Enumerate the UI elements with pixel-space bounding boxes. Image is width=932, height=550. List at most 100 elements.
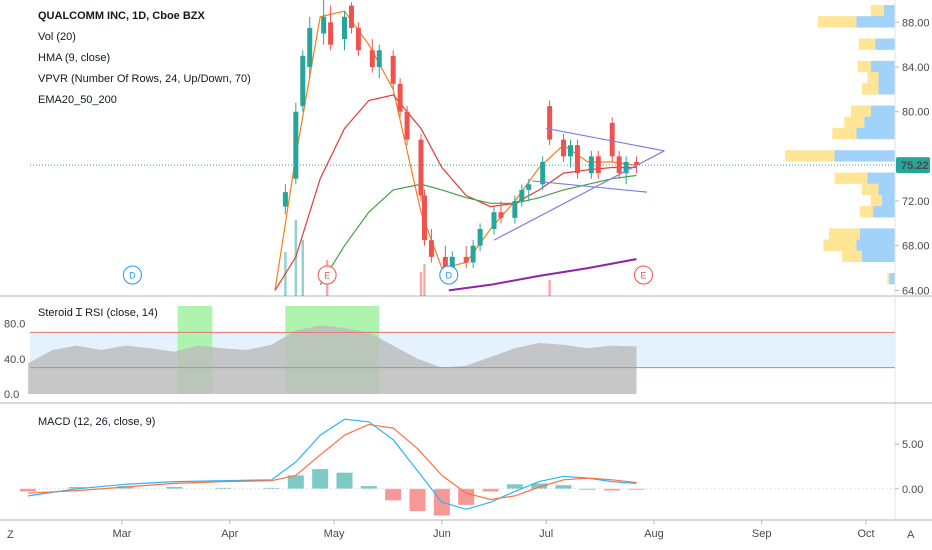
candle-body: [321, 16, 327, 34]
time-tick-label: May: [324, 528, 345, 540]
time-tick-label: Oct: [857, 528, 874, 540]
candle-body: [588, 156, 594, 174]
legend-symbol-title[interactable]: QUALCOMM INC, 1D, Cboe BZX: [38, 10, 205, 22]
vpvr-up-bar: [856, 16, 895, 28]
vpvr-up-bar: [873, 206, 895, 218]
vpvr-up-bar: [834, 150, 895, 162]
macd-tick-label: 5.00: [902, 439, 923, 451]
vpvr-up-bar: [856, 239, 895, 251]
vpvr-up-bar: [878, 72, 895, 84]
macd-signal-line: [28, 423, 637, 501]
vpvr-down-bar: [859, 206, 873, 218]
macd-histogram-bar: [287, 475, 304, 489]
vpvr-down-bar: [857, 60, 871, 73]
macd-tick-label: 0.00: [902, 484, 923, 496]
price-pane[interactable]: D E D E 88.00 84.00 80.00 72.00 68.00 64.00 75.2…: [0, 0, 932, 520]
candle-body: [418, 139, 424, 196]
event-marker-e: [317, 265, 337, 285]
candle-body: [300, 55, 306, 107]
legend-volume[interactable]: Vol (20): [38, 31, 76, 43]
candle-body: [491, 212, 497, 229]
price-tick-label: 72.00: [902, 196, 930, 208]
event-marker-d: [439, 265, 459, 285]
time-tick-label: Sep: [752, 528, 772, 540]
price-axis[interactable]: 88.00 84.00 80.00 72.00 68.00 64.00 75.22: [894, 0, 930, 520]
candle-body: [449, 256, 455, 269]
vpvr-down-bar: [844, 116, 865, 129]
vpvr-up-bar: [870, 60, 895, 73]
macd-histogram-bar: [166, 486, 183, 489]
candle-body: [390, 55, 396, 84]
trendline: [546, 127, 665, 152]
time-tick-label: Jun: [433, 528, 451, 540]
last-price-label: 75.22: [901, 160, 929, 172]
price-tick-label: 68.00: [902, 241, 930, 253]
ema200-line: [448, 258, 637, 292]
macd-histogram-bar: [482, 488, 499, 492]
macd-histogram-bar: [409, 488, 426, 512]
candle-body: [376, 50, 382, 68]
vpvr-up-bar: [856, 127, 895, 140]
macd-histogram-bar: [336, 472, 353, 489]
ema50-line: [319, 174, 637, 286]
rsi-tick-label: 80.0: [4, 319, 25, 331]
volume-bar: [548, 280, 551, 296]
candle-body: [442, 256, 448, 269]
candle-body: [428, 240, 434, 257]
time-axis-ticks: Mar Apr May Jun Jul Aug Sep Oct: [113, 520, 875, 540]
legend-macd[interactable]: MACD (12, 26, close, 9): [38, 416, 155, 428]
timezone-button[interactable]: Z: [7, 529, 14, 541]
vpvr-down-bar: [785, 150, 835, 162]
candle-body: [404, 111, 410, 140]
legend-rsi[interactable]: Steroid Ɪ RSI (close, 14): [38, 307, 158, 319]
macd-histogram-bar: [312, 469, 329, 489]
vpvr-up-bar: [867, 172, 895, 184]
event-marker-label: E: [640, 271, 646, 281]
candle-body: [547, 106, 553, 140]
macd-histogram-bar: [360, 486, 377, 489]
rsi-area: [28, 325, 637, 394]
triangle-trendlines[interactable]: [493, 127, 665, 241]
vpvr-down-bar: [862, 83, 879, 95]
price-tick-label: 64.00: [902, 285, 930, 297]
candle-body: [463, 256, 469, 263]
candle-body: [595, 156, 601, 174]
rsi-pane[interactable]: 80.0 40.0 0.0 Steroid Ɪ RSI (close, 14): [0, 306, 932, 404]
macd-histogram-bar: [20, 488, 37, 492]
time-tick-label: Mar: [113, 528, 132, 540]
legend-ema[interactable]: EMA20_50_200: [38, 94, 117, 106]
candle-body: [470, 245, 476, 263]
time-axis[interactable]: Mar Apr May Jun Jul Aug Sep Oct: [113, 520, 875, 540]
legend-hma[interactable]: HMA (9, close): [38, 52, 110, 64]
candle-body: [328, 22, 334, 45]
last-price-tag: [896, 157, 930, 174]
vpvr-down-bar: [832, 127, 857, 140]
vpvr-up-bar: [881, 194, 895, 207]
trendline: [493, 150, 665, 241]
vpvr-up-bar: [884, 5, 895, 17]
trendline: [532, 180, 648, 193]
event-marker-e: [633, 265, 653, 285]
macd-axis-ticks: 5.00 0.00: [895, 439, 923, 496]
event-marker-label: E: [324, 271, 330, 281]
candle-body: [616, 156, 622, 174]
rsi-axis-ticks: 80.0 40.0 0.0: [4, 319, 25, 401]
macd-histogram-bar: [68, 486, 85, 489]
macd-line: [28, 418, 637, 510]
volume-bar: [301, 240, 305, 296]
price-legend[interactable]: QUALCOMM INC, 1D, Cboe BZX Vol (20) HMA …: [38, 10, 251, 106]
macd-histogram-bar: [506, 484, 523, 489]
legend-vpvr[interactable]: VPVR (Number Of Rows, 24, Up/Down, 70): [38, 73, 251, 85]
vpvr-down-bar: [842, 250, 862, 263]
candle-body: [526, 184, 532, 190]
auto-scale-button[interactable]: A: [907, 529, 915, 541]
macd-lines: [28, 418, 895, 510]
macd-histogram-bar: [604, 488, 621, 491]
macd-pane[interactable]: 5.00 0.00 MACD (12, 26, close, 9): [0, 416, 932, 521]
macd-histogram-bar: [628, 488, 645, 490]
candle-body: [307, 27, 313, 68]
vpvr-down-bar: [867, 72, 879, 84]
vpvr-down-bar: [870, 5, 884, 17]
volume-bar: [294, 220, 298, 296]
